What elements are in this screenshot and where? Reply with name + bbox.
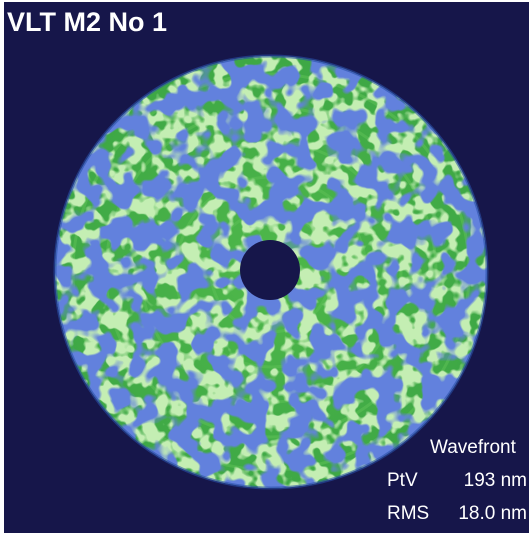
rms-label: RMS: [387, 503, 429, 524]
info-label: Wavefront: [430, 437, 517, 458]
wavefront-image: VLT M2 No 1 Wavefront PtV 193 nm RMS 18.…: [0, 0, 529, 533]
central-hole: [240, 240, 300, 300]
ptv-value: 193 nm: [464, 470, 527, 491]
ptv-label: PtV: [387, 470, 418, 491]
rms-value: 18.0 nm: [458, 503, 527, 524]
title: VLT M2 No 1: [7, 7, 167, 37]
screenshot: VLT M2 No 1 Wavefront PtV 193 nm RMS 18.…: [0, 0, 529, 533]
